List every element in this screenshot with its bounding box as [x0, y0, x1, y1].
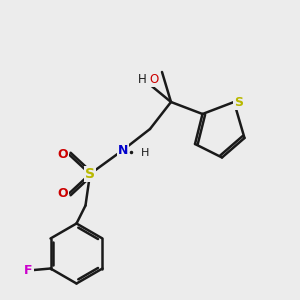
Text: O: O [57, 148, 68, 161]
Text: O: O [149, 73, 158, 86]
Text: O: O [57, 187, 68, 200]
Text: S: S [85, 167, 95, 181]
Text: H: H [138, 73, 147, 86]
Text: H: H [141, 148, 149, 158]
Text: N: N [118, 143, 128, 157]
Text: S: S [234, 95, 243, 109]
Text: F: F [24, 263, 33, 277]
